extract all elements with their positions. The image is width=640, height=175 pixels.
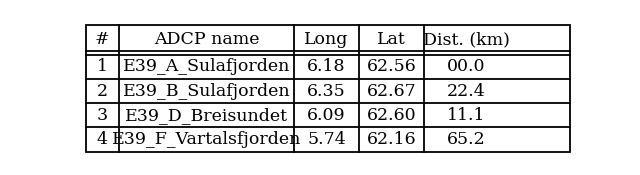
Text: 6.09: 6.09 — [307, 107, 346, 124]
Text: 62.16: 62.16 — [367, 131, 416, 148]
Text: 00.0: 00.0 — [447, 58, 486, 75]
Text: 65.2: 65.2 — [447, 131, 486, 148]
Text: 4: 4 — [97, 131, 108, 148]
Text: Long: Long — [305, 32, 349, 48]
Text: 22.4: 22.4 — [447, 83, 486, 100]
Text: 1: 1 — [97, 58, 108, 75]
Text: ADCP name: ADCP name — [154, 32, 259, 48]
Text: E39_A_Sulafjorden: E39_A_Sulafjorden — [123, 58, 290, 75]
Text: 62.60: 62.60 — [367, 107, 416, 124]
Text: 6.35: 6.35 — [307, 83, 346, 100]
Text: 5.74: 5.74 — [307, 131, 346, 148]
Text: 3: 3 — [97, 107, 108, 124]
Text: #: # — [95, 32, 109, 48]
Text: 11.1: 11.1 — [447, 107, 486, 124]
Text: 2: 2 — [97, 83, 108, 100]
Text: Dist. (km): Dist. (km) — [423, 32, 509, 48]
Text: E39_B_Sulafjorden: E39_B_Sulafjorden — [123, 83, 291, 100]
Text: 62.56: 62.56 — [367, 58, 416, 75]
Text: 62.67: 62.67 — [367, 83, 416, 100]
Text: Lat: Lat — [377, 32, 406, 48]
Text: E39_D_Breisundet: E39_D_Breisundet — [125, 107, 288, 124]
Text: E39_F_Vartalsfjorden: E39_F_Vartalsfjorden — [112, 131, 301, 148]
Text: 6.18: 6.18 — [307, 58, 346, 75]
